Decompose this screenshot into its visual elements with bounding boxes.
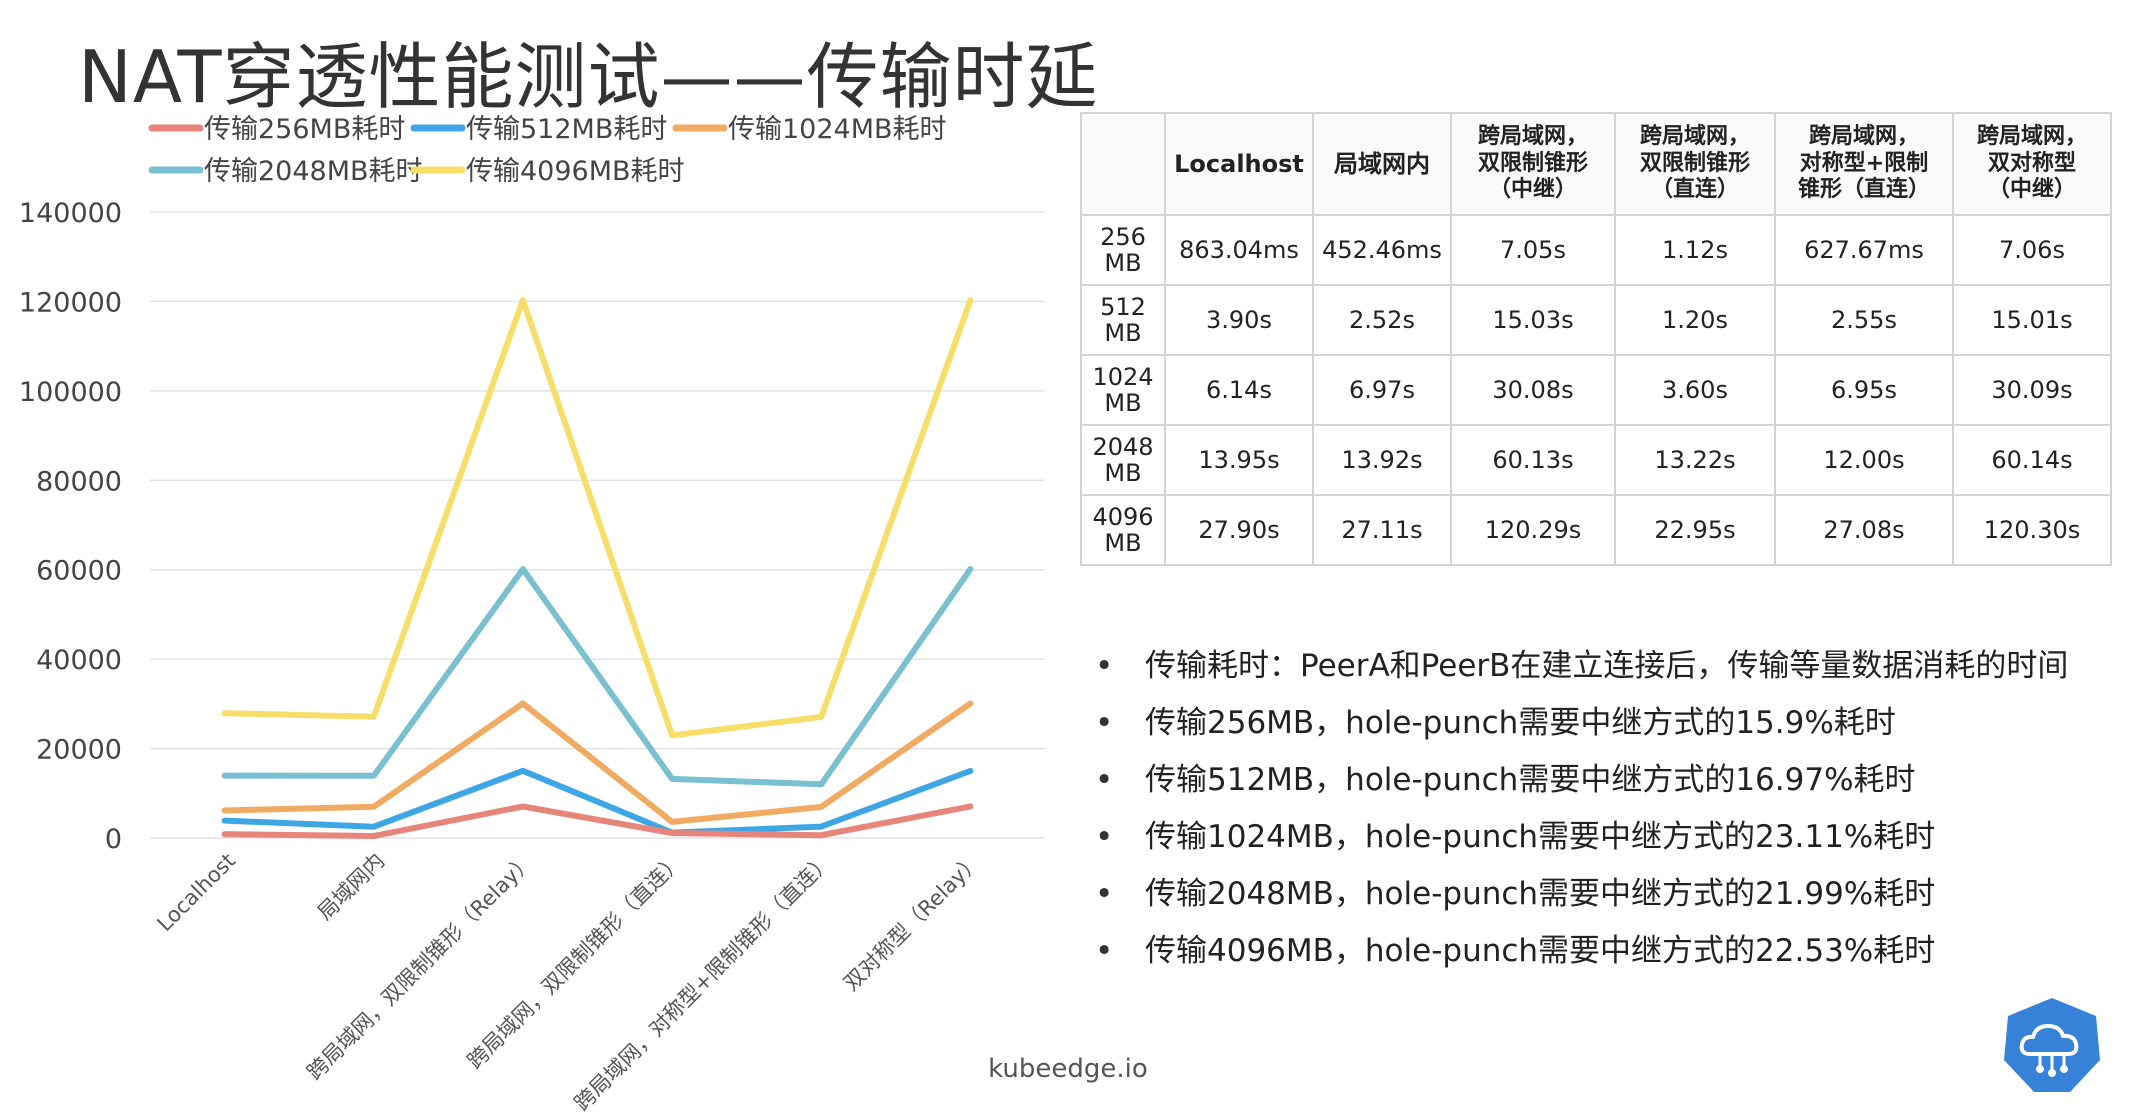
table-cell: 1.20s	[1614, 284, 1776, 356]
table-cell: 6.97s	[1312, 354, 1452, 426]
table-header-row: Localhost 局域网内 跨局域网， 双限制锥形 （中继） 跨局域网， 双限制锥形…	[1080, 112, 2112, 216]
note-item: 传输2048MB，hole-punch需要中继方式的21.99%耗时	[1095, 868, 2068, 925]
table-header-cell: 跨局域网， 双对称型 （中继）	[1952, 112, 2112, 216]
table-row: 1024 MB 6.14s 6.97s 30.08s 3.60s 6.95s 30…	[1080, 354, 2112, 426]
table-cell: 30.08s	[1450, 354, 1616, 426]
x-tick-label: 局域网内	[313, 849, 389, 925]
y-tick-label: 40000	[36, 645, 122, 676]
y-axis-tick-labels: 0 20000 40000 60000 80000 100000 120000 140000	[19, 198, 122, 855]
table-cell: 15.03s	[1450, 284, 1616, 356]
table-row: 4096 MB 27.90s 27.11s 120.29s 22.95s 27.0…	[1080, 494, 2112, 566]
table-cell: 30.09s	[1952, 354, 2112, 426]
legend-label: 传输4096MB耗时	[466, 156, 685, 187]
note-item: 传输4096MB，hole-punch需要中继方式的22.53%耗时	[1095, 925, 2068, 982]
table-cell: 1.12s	[1614, 214, 1776, 286]
table-header-cell	[1080, 112, 1166, 216]
table-row: 256 MB 863.04ms 452.46ms 7.05s 1.12s 627.…	[1080, 214, 2112, 286]
table-cell: 3.60s	[1614, 354, 1776, 426]
table-header-cell: 跨局域网， 双限制锥形 （直连）	[1614, 112, 1776, 216]
series-line	[221, 566, 974, 788]
y-tick-label: 20000	[36, 735, 122, 766]
y-tick-label: 60000	[36, 556, 122, 587]
y-tick-label: 100000	[19, 377, 122, 408]
row-label: 2048 MB	[1080, 424, 1166, 496]
table-cell: 12.00s	[1774, 424, 1954, 496]
legend-label: 传输512MB耗时	[466, 114, 667, 145]
table-cell: 2.55s	[1774, 284, 1954, 356]
table-cell: 6.95s	[1774, 354, 1954, 426]
note-item: 传输耗时：PeerA和PeerB在建立连接后，传输等量数据消耗的时间	[1095, 640, 2068, 697]
latency-table: Localhost 局域网内 跨局域网， 双限制锥形 （中继） 跨局域网， 双限制锥形…	[1080, 112, 2112, 566]
footer-url: kubeedge.io	[988, 1054, 1148, 1084]
table-cell: 60.13s	[1450, 424, 1616, 496]
table-cell: 15.01s	[1952, 284, 2112, 356]
table-cell: 13.95s	[1164, 424, 1314, 496]
table-cell: 2.52s	[1312, 284, 1452, 356]
row-label: 512 MB	[1080, 284, 1166, 356]
table-cell: 627.67ms	[1774, 214, 1954, 286]
table-cell: 13.22s	[1614, 424, 1776, 496]
x-tick-label: Localhost	[153, 849, 241, 937]
table-cell: 27.90s	[1164, 494, 1314, 566]
series-line	[221, 803, 974, 839]
legend-label: 传输1024MB耗时	[728, 114, 947, 145]
table-cell: 22.95s	[1614, 494, 1776, 566]
note-item: 传输512MB，hole-punch需要中继方式的16.97%耗时	[1095, 754, 2068, 811]
y-tick-label: 140000	[19, 198, 122, 229]
series-line	[221, 767, 974, 836]
table-cell: 452.46ms	[1312, 214, 1452, 286]
table-cell: 3.90s	[1164, 284, 1314, 356]
table-cell: 863.04ms	[1164, 214, 1314, 286]
table-cell: 7.05s	[1450, 214, 1616, 286]
chart-series	[221, 297, 974, 839]
table-header-cell: Localhost	[1164, 112, 1314, 216]
table-cell: 27.11s	[1312, 494, 1452, 566]
series-line	[221, 700, 974, 825]
y-tick-label: 80000	[36, 466, 122, 497]
table-cell: 27.08s	[1774, 494, 1954, 566]
slide-title: NAT穿透性能测试——传输时延	[78, 35, 1099, 119]
row-label: 256 MB	[1080, 214, 1166, 286]
note-item: 传输256MB，hole-punch需要中继方式的15.9%耗时	[1095, 697, 2068, 754]
notes-list: 传输耗时：PeerA和PeerB在建立连接后，传输等量数据消耗的时间 传输256…	[1095, 640, 2068, 982]
row-label: 1024 MB	[1080, 354, 1166, 426]
line-chart: 020000400006000080000100000120000140000 …	[19, 114, 1045, 1114]
x-tick-label: 双对称型（Relay）	[839, 849, 986, 996]
table-cell: 6.14s	[1164, 354, 1314, 426]
legend-label: 传输2048MB耗时	[204, 156, 423, 187]
note-item: 传输1024MB，hole-punch需要中继方式的23.11%耗时	[1095, 811, 2068, 868]
legend-label: 传输256MB耗时	[204, 114, 405, 145]
table-cell: 7.06s	[1952, 214, 2112, 286]
table-cell: 13.92s	[1312, 424, 1452, 496]
series-line	[221, 297, 974, 739]
table-row: 2048 MB 13.95s 13.92s 60.13s 13.22s 12.00…	[1080, 424, 2112, 496]
table-cell: 120.30s	[1952, 494, 2112, 566]
table-header-cell: 跨局域网， 双限制锥形 （中继）	[1450, 112, 1616, 216]
table-row: 512 MB 3.90s 2.52s 15.03s 1.20s 2.55s 15.…	[1080, 284, 2112, 356]
row-label: 4096 MB	[1080, 494, 1166, 566]
table-cell: 120.29s	[1450, 494, 1616, 566]
table-header-cell: 局域网内	[1312, 112, 1452, 216]
table-cell: 60.14s	[1952, 424, 2112, 496]
table-header-cell: 跨局域网， 对称型+限制 锥形（直连）	[1774, 112, 1954, 216]
y-tick-label: 120000	[19, 287, 122, 318]
cloud-network-icon	[2004, 998, 2100, 1092]
y-tick-label: 0	[105, 824, 122, 855]
